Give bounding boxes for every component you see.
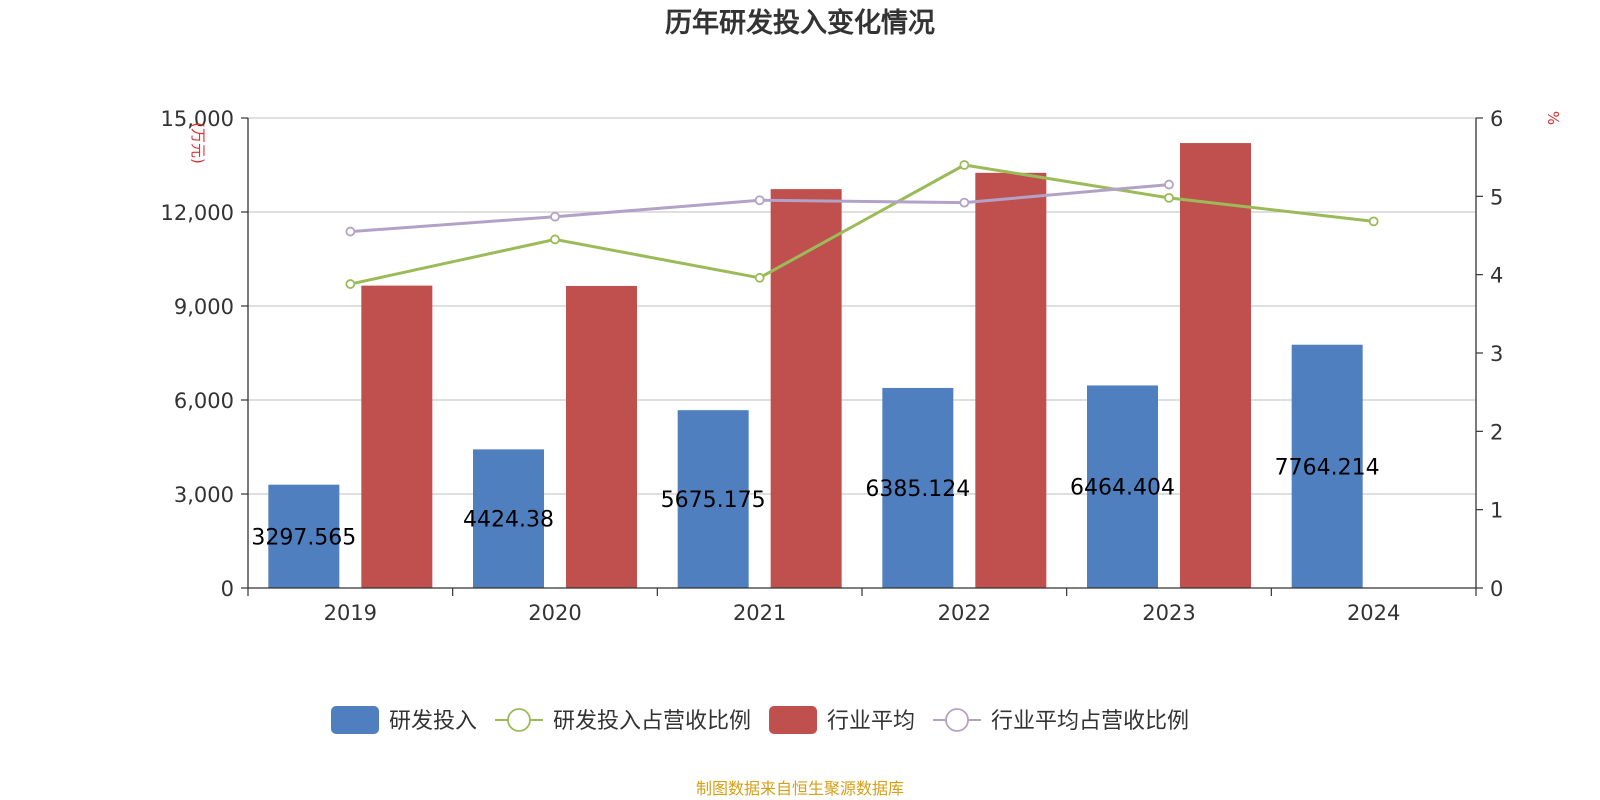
data-label: 3297.565 (251, 525, 356, 550)
legend-marker (945, 708, 969, 732)
data-label: 7764.214 (1275, 455, 1380, 480)
y-right-tick-label: 6 (1490, 107, 1503, 131)
industry-bar (361, 285, 433, 588)
rd-bar (1087, 385, 1158, 588)
series-point (1164, 192, 1174, 203)
x-tick-label: 2019 (324, 601, 377, 625)
legend-label: 研发投入占营收比例 (553, 709, 751, 734)
rd-bar (677, 410, 749, 588)
grid-lines (248, 117, 1476, 495)
data-label: 6464.404 (1070, 476, 1175, 501)
chart-title: 历年研发投入变化情况 (665, 8, 935, 39)
data-label: 5675.175 (661, 488, 766, 513)
rd-bar (882, 387, 954, 588)
x-tick-label: 2020 (528, 601, 581, 625)
data-label: 6385.124 (865, 477, 970, 502)
x-tick-label: 2022 (938, 601, 991, 625)
x-tick-label: 2024 (1347, 601, 1400, 625)
legend-label: 行业平均 (827, 709, 915, 734)
bars (268, 143, 1363, 589)
y-right-axis-title: % (1544, 111, 1562, 125)
rd-bar (268, 484, 340, 588)
series-point (345, 226, 356, 237)
data-label: 4424.38 (463, 508, 554, 533)
data-labels: 3297.565 4424.38 5675.175 6385.124 6464.404 7… (251, 455, 1379, 550)
series-line (350, 163, 1374, 286)
series-point (550, 234, 560, 245)
y-right-tick-label: 2 (1490, 420, 1503, 444)
y-right-tick-label: 3 (1490, 342, 1503, 366)
y-left-tick-label: 12,000 (161, 201, 234, 225)
series-point (1164, 179, 1174, 190)
series-point (550, 211, 560, 222)
industry-bar (770, 189, 842, 589)
series-point (959, 160, 970, 170)
legend-swatch (331, 706, 379, 734)
y-right-tick-label: 1 (1490, 499, 1503, 523)
series-point (1368, 216, 1379, 227)
industry-bar (566, 285, 637, 588)
y-right-tick-label: 5 (1490, 185, 1503, 209)
x-tick-label: 2021 (733, 601, 786, 625)
legend-marker (507, 708, 531, 732)
series-point (959, 197, 970, 208)
y-left-tick-label: 0 (221, 577, 234, 601)
y-left-tick-label: 9,000 (174, 295, 234, 319)
x-tick-label: 2023 (1142, 601, 1195, 625)
y-right-tick-label: 0 (1490, 577, 1503, 601)
series-point (754, 195, 765, 206)
y-left-tick-label: 15,000 (161, 107, 234, 131)
series-point (345, 279, 356, 289)
source-note: 制图数据来自恒生聚源数据库 (695, 779, 904, 798)
series-lines (345, 160, 1379, 289)
series-point (754, 272, 765, 283)
legend: 研发投入 研发投入占营收比例 行业平均 行业平均占营收比例 (331, 706, 1189, 734)
y-left-tick-label: 3,000 (174, 483, 234, 507)
rd-bar (1291, 344, 1363, 588)
legend-swatch (769, 706, 818, 734)
y-left-tick-label: 6,000 (174, 389, 234, 413)
legend-label: 研发投入 (389, 709, 477, 734)
legend-label: 行业平均占营收比例 (991, 709, 1189, 734)
industry-bar (975, 172, 1047, 589)
industry-bar (1180, 143, 1251, 589)
axes: 0 3,000 6,000 9,000 12,000 15,000 0 1 2 3 4 5 6 2019 2… (161, 107, 1562, 625)
y-left-axis-title: (万元) (189, 122, 207, 164)
rd-bar (473, 449, 544, 588)
y-right-tick-label: 4 (1490, 264, 1503, 288)
